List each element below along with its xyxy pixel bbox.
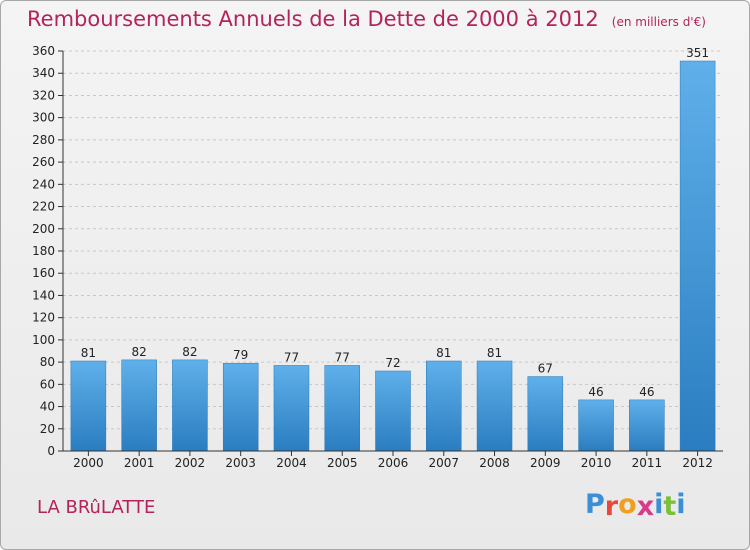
x-tick-label: 2008 xyxy=(479,456,510,470)
bars xyxy=(70,60,716,452)
data-label: 82 xyxy=(182,345,197,359)
bar-2011 xyxy=(629,399,665,452)
x-tick-label: 2007 xyxy=(428,456,459,470)
chart-title: Remboursements Annuels de la Dette de 20… xyxy=(27,7,706,31)
bar-2008 xyxy=(476,360,513,452)
data-label: 46 xyxy=(588,385,603,399)
data-label: 81 xyxy=(487,346,502,360)
bar-2010 xyxy=(578,399,614,452)
title-text: Remboursements Annuels de la Dette de 20… xyxy=(27,7,599,31)
x-tick-label: 2003 xyxy=(225,456,256,470)
y-tick-label: 80 xyxy=(40,355,55,369)
data-label: 77 xyxy=(284,350,299,364)
x-tick-label: 2010 xyxy=(581,456,612,470)
y-tick-label: 340 xyxy=(32,66,55,80)
y-tick-label: 360 xyxy=(32,44,55,58)
y-tick-label: 220 xyxy=(32,200,55,214)
y-tick-label: 20 xyxy=(40,422,55,436)
bar-2000 xyxy=(70,360,107,452)
y-tick-label: 200 xyxy=(32,222,55,236)
bar-2001 xyxy=(121,359,157,452)
x-tick-label: 2000 xyxy=(73,456,104,470)
logo-letter: x xyxy=(636,491,655,522)
labels: 0 20 40 60 80 100 120 140 160 180 200 220 240 260 280 3… xyxy=(32,44,713,470)
x-tick-label: 2004 xyxy=(276,456,307,470)
y-tick-label: 180 xyxy=(32,244,55,258)
y-tick-label: 240 xyxy=(32,177,55,191)
x-tick-label: 2009 xyxy=(530,456,561,470)
x-tick-label: 2006 xyxy=(378,456,409,470)
title-unit: (en milliers d'€) xyxy=(611,15,706,29)
x-tick-label: 2012 xyxy=(682,456,713,470)
x-tick-label: 2001 xyxy=(124,456,155,470)
bar-2002 xyxy=(172,359,208,452)
bar-2006 xyxy=(375,370,411,452)
y-tick-label: 260 xyxy=(32,155,55,169)
y-tick-label: 120 xyxy=(32,311,55,325)
y-tick-label: 300 xyxy=(32,111,55,125)
logo-letter: r xyxy=(604,491,619,522)
logo-letter: P xyxy=(585,489,605,520)
bar-2004 xyxy=(273,365,310,452)
data-label: 81 xyxy=(81,346,96,360)
logo-letter: i xyxy=(654,489,664,520)
logo-letter: o xyxy=(618,489,637,520)
data-label: 81 xyxy=(436,346,451,360)
commune-name: LA BRûLATTE xyxy=(37,497,156,518)
logo-letter: t xyxy=(663,491,677,522)
y-tick-label: 140 xyxy=(32,288,55,302)
data-label: 82 xyxy=(132,345,147,359)
data-label: 79 xyxy=(233,348,248,362)
y-tick-label: 60 xyxy=(40,377,55,391)
bar-2005 xyxy=(324,365,360,452)
y-tick-label: 280 xyxy=(32,133,55,147)
data-label: 67 xyxy=(538,362,553,376)
data-label: 77 xyxy=(335,350,350,364)
data-label: 46 xyxy=(639,385,654,399)
proxiti-logo: Proxiti xyxy=(585,489,686,522)
bar-2007 xyxy=(426,360,462,452)
x-tick-label: 2011 xyxy=(632,456,663,470)
logo-letter: i xyxy=(676,489,686,520)
x-tick-label: 2005 xyxy=(327,456,358,470)
bar-2003 xyxy=(222,362,259,452)
bar-2009 xyxy=(527,376,564,452)
y-tick-label: 160 xyxy=(32,266,55,280)
y-tick-label: 40 xyxy=(40,400,55,414)
x-tick-label: 2002 xyxy=(175,456,206,470)
data-label: 72 xyxy=(385,356,400,370)
bar-2012 xyxy=(679,60,716,452)
y-tick-label: 100 xyxy=(32,333,55,347)
data-label: 351 xyxy=(686,46,709,60)
y-tick-label: 0 xyxy=(47,444,55,458)
axes xyxy=(58,50,723,456)
y-tick-label: 320 xyxy=(32,88,55,102)
